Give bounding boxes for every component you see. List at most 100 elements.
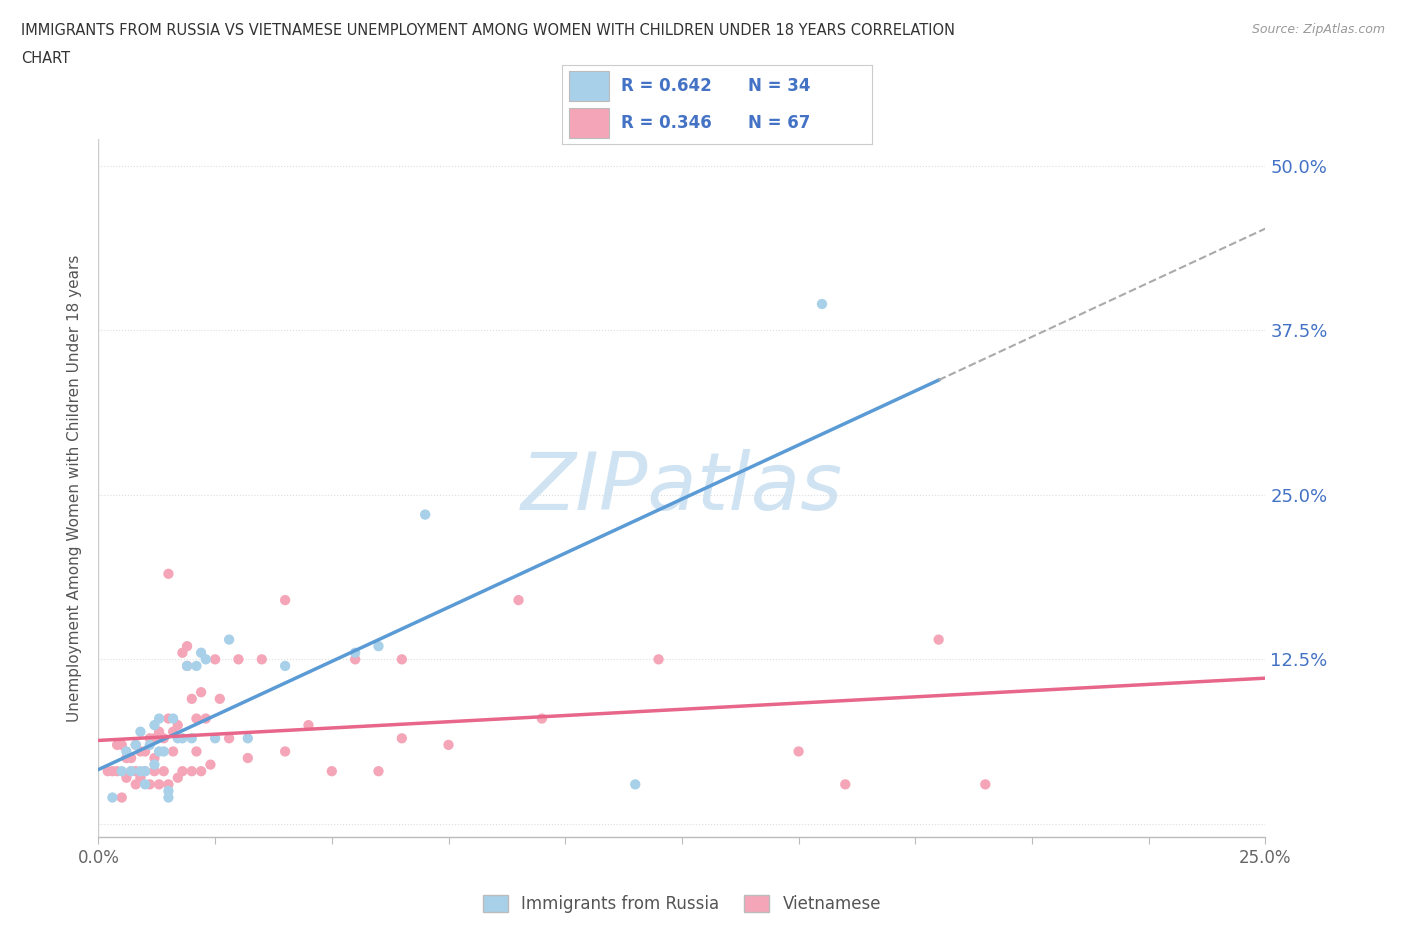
Point bbox=[166, 770, 188, 785]
Point bbox=[129, 764, 152, 778]
Point bbox=[228, 652, 250, 667]
Point bbox=[236, 751, 259, 765]
Legend: Immigrants from Russia, Vietnamese: Immigrants from Russia, Vietnamese bbox=[477, 888, 887, 920]
Point bbox=[624, 777, 647, 791]
Point bbox=[134, 764, 156, 778]
Point bbox=[143, 757, 166, 772]
Point bbox=[180, 764, 202, 778]
Point bbox=[148, 724, 170, 739]
Point bbox=[176, 658, 198, 673]
Point bbox=[115, 751, 138, 765]
Point bbox=[208, 691, 231, 706]
Point bbox=[186, 658, 208, 673]
Point bbox=[148, 777, 170, 791]
Point bbox=[111, 790, 134, 805]
Point bbox=[101, 764, 124, 778]
Point bbox=[152, 731, 174, 746]
Text: Source: ZipAtlas.com: Source: ZipAtlas.com bbox=[1251, 23, 1385, 36]
Point bbox=[143, 718, 166, 733]
Point bbox=[111, 737, 134, 752]
Point bbox=[115, 744, 138, 759]
Point bbox=[172, 731, 194, 746]
Point bbox=[134, 744, 156, 759]
Point bbox=[157, 790, 180, 805]
Point bbox=[176, 658, 198, 673]
Point bbox=[194, 711, 217, 726]
Point bbox=[190, 684, 212, 699]
Point bbox=[834, 777, 856, 791]
Point bbox=[162, 744, 184, 759]
Point bbox=[111, 764, 134, 778]
Point bbox=[148, 744, 170, 759]
Point bbox=[180, 731, 202, 746]
Point bbox=[143, 751, 166, 765]
Point bbox=[143, 731, 166, 746]
Point bbox=[180, 691, 202, 706]
Point bbox=[172, 764, 194, 778]
Text: CHART: CHART bbox=[21, 51, 70, 66]
Point bbox=[200, 757, 222, 772]
Text: R = 0.346: R = 0.346 bbox=[621, 113, 711, 132]
Point bbox=[134, 764, 156, 778]
Point bbox=[391, 731, 413, 746]
Point bbox=[530, 711, 553, 726]
Point bbox=[344, 652, 367, 667]
Point bbox=[101, 790, 124, 805]
Point bbox=[152, 744, 174, 759]
Point bbox=[125, 737, 148, 752]
Point bbox=[186, 711, 208, 726]
Point bbox=[218, 731, 240, 746]
Point bbox=[190, 645, 212, 660]
Text: ZIPatlas: ZIPatlas bbox=[520, 449, 844, 527]
Point bbox=[321, 764, 343, 778]
Point bbox=[162, 724, 184, 739]
Point bbox=[157, 566, 180, 581]
Point bbox=[367, 639, 389, 654]
Point bbox=[139, 731, 162, 746]
Point bbox=[172, 645, 194, 660]
Point bbox=[129, 770, 152, 785]
Point bbox=[811, 297, 834, 312]
Point bbox=[143, 764, 166, 778]
Text: IMMIGRANTS FROM RUSSIA VS VIETNAMESE UNEMPLOYMENT AMONG WOMEN WITH CHILDREN UNDE: IMMIGRANTS FROM RUSSIA VS VIETNAMESE UNE… bbox=[21, 23, 955, 38]
Point bbox=[134, 777, 156, 791]
Point bbox=[105, 764, 128, 778]
Point bbox=[157, 711, 180, 726]
Point bbox=[97, 764, 120, 778]
Point bbox=[250, 652, 273, 667]
Y-axis label: Unemployment Among Women with Children Under 18 years: Unemployment Among Women with Children U… bbox=[67, 255, 83, 722]
Point bbox=[928, 632, 950, 647]
Point bbox=[236, 731, 259, 746]
Point bbox=[148, 711, 170, 726]
Point bbox=[157, 777, 180, 791]
Point bbox=[139, 777, 162, 791]
Point bbox=[186, 744, 208, 759]
Point bbox=[274, 658, 297, 673]
Point bbox=[162, 711, 184, 726]
Point bbox=[787, 744, 810, 759]
Point bbox=[125, 764, 148, 778]
Text: R = 0.642: R = 0.642 bbox=[621, 76, 711, 95]
Point bbox=[274, 744, 297, 759]
Bar bbox=[568, 71, 609, 100]
Point bbox=[139, 737, 162, 752]
Point bbox=[204, 652, 226, 667]
Point bbox=[120, 764, 142, 778]
Point bbox=[176, 639, 198, 654]
Point bbox=[367, 764, 389, 778]
Text: N = 67: N = 67 bbox=[748, 113, 810, 132]
Point bbox=[166, 731, 188, 746]
Point bbox=[508, 592, 530, 607]
Point bbox=[125, 777, 148, 791]
Point bbox=[297, 718, 319, 733]
Point bbox=[204, 731, 226, 746]
Point bbox=[152, 764, 174, 778]
Point bbox=[274, 592, 297, 607]
Point bbox=[115, 770, 138, 785]
Point bbox=[194, 652, 217, 667]
Point bbox=[413, 507, 436, 522]
Text: N = 34: N = 34 bbox=[748, 76, 810, 95]
Point bbox=[190, 764, 212, 778]
Point bbox=[125, 737, 148, 752]
Point bbox=[166, 718, 188, 733]
